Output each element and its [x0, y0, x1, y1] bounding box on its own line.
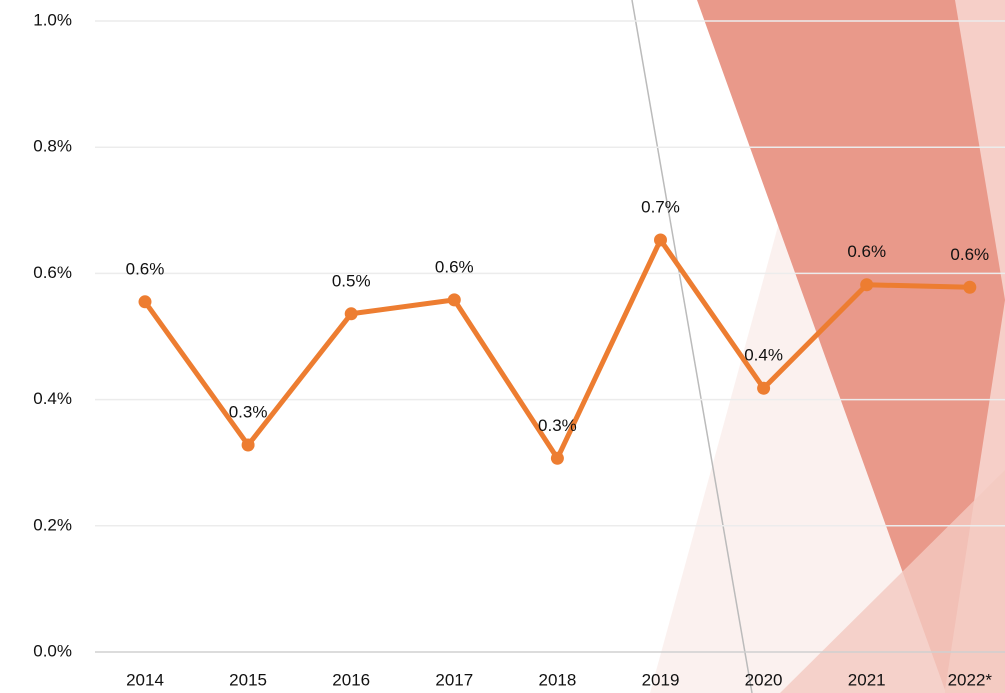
data-label: 0.6% [126, 259, 165, 278]
x-tick-label: 2021 [848, 670, 886, 689]
y-tick-label: 0.0% [33, 641, 72, 660]
y-tick-label: 0.4% [33, 389, 72, 408]
x-tick-label: 2017 [435, 670, 473, 689]
data-label: 0.3% [538, 416, 577, 435]
point [344, 307, 358, 321]
x-tick-label: 2019 [642, 670, 680, 689]
y-tick-label: 1.0% [33, 10, 72, 29]
point [550, 451, 564, 465]
x-tick-label: 2022* [948, 670, 993, 689]
point [654, 233, 667, 247]
point [963, 280, 977, 294]
point [241, 438, 255, 452]
x-tick-label: 2015 [229, 670, 267, 689]
y-tick-label: 0.2% [33, 515, 72, 534]
data-label: 0.5% [332, 271, 371, 290]
data-label: 0.6% [950, 245, 989, 264]
x-tick-label: 2018 [538, 670, 576, 689]
x-tick-label: 2016 [332, 670, 370, 689]
decor-shape [697, 0, 1005, 690]
point [138, 295, 152, 309]
point [860, 278, 874, 292]
data-label: 0.4% [744, 346, 783, 365]
data-label: 0.3% [229, 403, 268, 422]
data-label: 0.7% [641, 197, 680, 216]
data-label: 0.6% [435, 257, 474, 276]
point [757, 381, 771, 395]
decor-line [631, 0, 753, 693]
background-decoration [631, 0, 1005, 693]
data-label: 0.6% [847, 242, 886, 261]
plot-area: 0.0% 0.2% 0.4% 0.6% 0.8% 1.0% 2014 2015 2016 2017… [33, 10, 1005, 689]
y-tick-label: 0.8% [33, 137, 72, 156]
point [447, 293, 461, 307]
x-tick-label: 2014 [126, 670, 164, 689]
x-tick-label: 2020 [745, 670, 783, 689]
y-tick-label: 0.6% [33, 263, 72, 282]
